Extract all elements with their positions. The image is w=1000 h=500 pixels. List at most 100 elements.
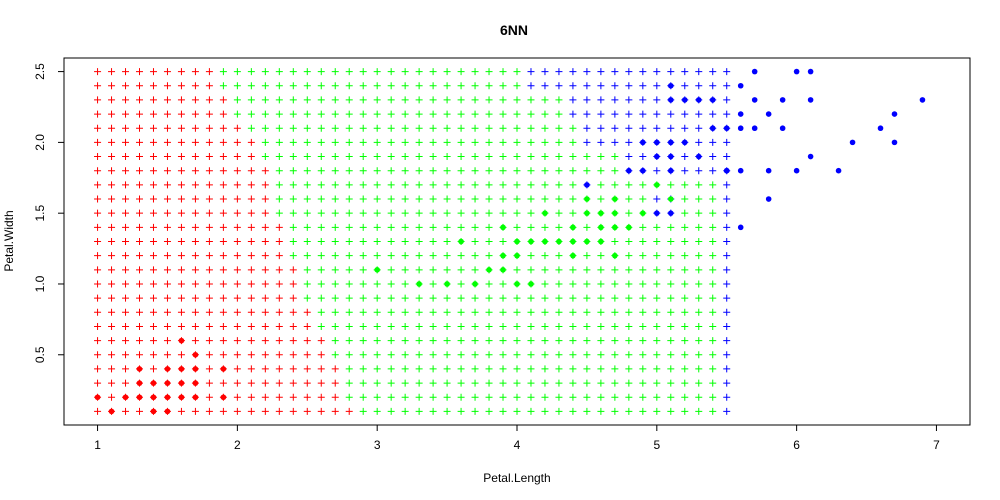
grid-point [513,82,521,90]
grid-point [191,124,199,132]
grid-point [108,280,116,288]
grid-point [625,209,633,217]
grid-point [611,124,619,132]
grid-point [205,82,213,90]
grid-point [345,266,353,274]
grid-point [527,68,535,76]
grid-point [205,223,213,231]
grid-point [695,252,703,260]
grid-point [359,96,367,104]
grid-point [429,266,437,274]
grid-point [373,181,381,189]
grid-point [401,238,409,245]
grid-point [527,209,535,217]
grid-point [122,379,130,387]
grid-point [136,351,143,359]
grid-point [163,195,171,203]
grid-point [177,223,185,231]
grid-point [583,365,591,373]
grid-point [597,393,605,401]
grid-point [149,266,157,274]
grid-point [499,308,507,316]
grid-point [359,337,367,345]
grid-point [723,266,731,274]
grid-point [303,124,311,132]
grid-point [317,322,325,330]
grid-point [149,167,157,175]
grid-point [191,82,199,90]
grid-point [359,294,367,302]
grid-point [485,124,493,132]
grid-point [597,153,605,161]
grid-point [415,407,423,415]
grid-point [331,294,339,302]
grid-point [345,181,353,189]
grid-point [709,110,717,118]
grid-point [499,365,507,373]
grid-point [443,124,451,132]
grid-point [205,238,213,245]
grid-point [597,124,605,132]
grid-point [415,223,423,231]
grid-point [527,393,535,401]
grid-point [331,337,339,345]
grid-point [597,337,605,345]
data-point [709,97,716,103]
grid-point [695,82,703,90]
grid-point [331,238,339,245]
grid-point [163,266,171,274]
grid-point [667,351,675,359]
x-axis: 1 2 3 4 5 6 7 [94,424,940,452]
grid-point [471,379,479,387]
grid-point [261,124,269,132]
grid-point [639,110,647,118]
grid-point [289,138,297,146]
grid-point [709,365,717,373]
grid-point [681,153,689,161]
grid-point [709,209,717,217]
grid-point [122,252,130,260]
grid-point [471,238,479,245]
grid-point [219,110,227,118]
grid-point [233,280,241,288]
grid-point [457,82,465,90]
grid-point [457,209,465,217]
grid-point [443,110,451,118]
grid-point [247,407,255,415]
grid-point [317,294,325,302]
data-point [654,182,660,188]
grid-point [681,167,689,175]
grid-point [219,96,227,104]
grid-point [387,181,395,189]
grid-point [695,209,703,217]
grid-point [275,124,283,132]
grid-point [303,322,311,330]
grid-point [555,68,563,76]
grid-point [108,82,116,90]
grid-point [499,110,507,118]
grid-point [94,308,102,316]
grid-point [247,82,255,90]
grid-point [695,195,703,203]
grid-point [471,167,479,175]
grid-point [709,238,717,245]
grid-point [149,138,157,146]
grid-point [667,68,675,76]
grid-point [457,223,465,231]
grid-point [569,407,577,415]
grid-point [317,308,325,316]
grid-point [611,407,619,415]
grid-point [191,266,199,274]
grid-point [429,167,437,175]
grid-point [401,365,409,373]
grid-point [457,280,465,288]
grid-point [485,393,493,401]
grid-point [191,223,199,231]
grid-point [611,138,619,146]
grid-point [709,138,717,146]
grid-point [513,407,521,415]
grid-point [247,337,255,345]
grid-point [415,266,423,274]
grid-point [429,407,437,415]
grid-point [429,280,437,288]
